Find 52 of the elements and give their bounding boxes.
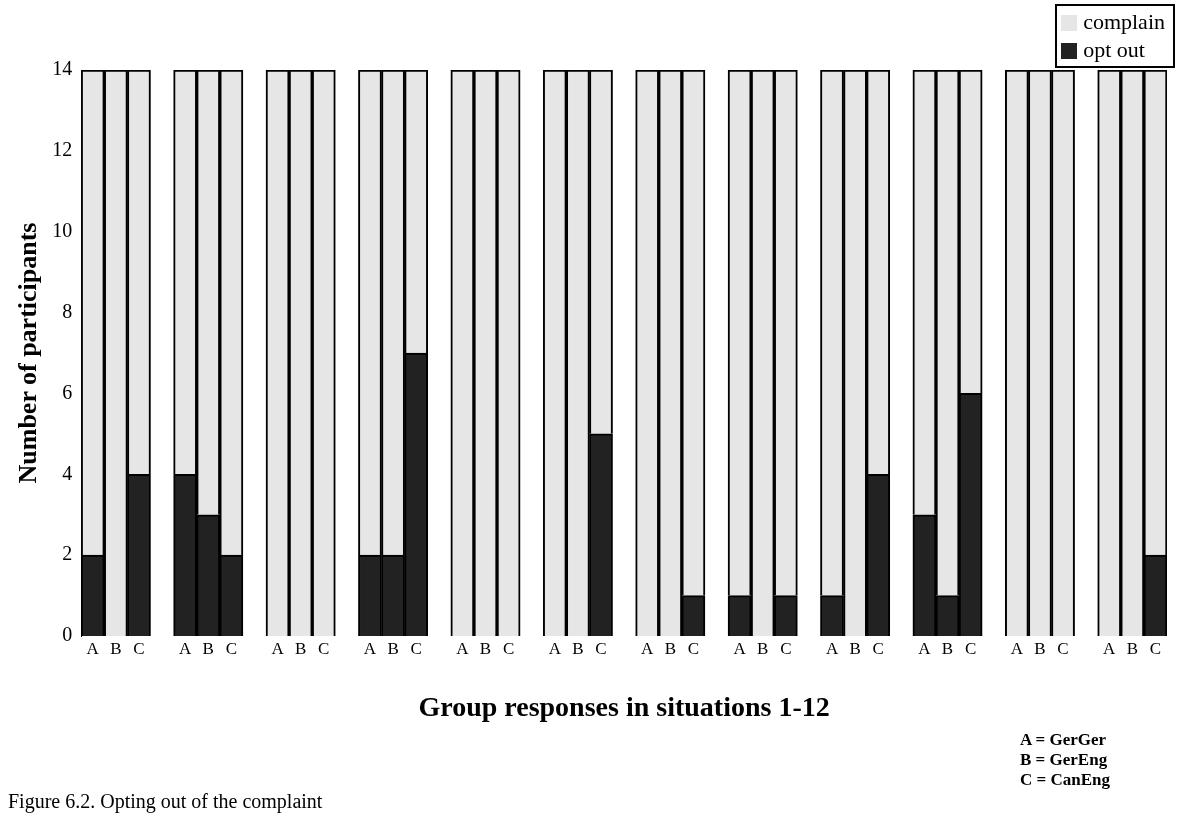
x-tick-label: B — [295, 638, 307, 658]
x-tick-label: C — [225, 638, 238, 658]
x-tick-label: C — [687, 638, 700, 658]
x-tick-label: B — [110, 638, 122, 658]
x-tick-label: A — [1103, 638, 1117, 658]
legend-label: opt out — [1083, 37, 1145, 62]
x-tick-label: C — [133, 638, 145, 658]
y-tick-label: 8 — [62, 299, 73, 322]
y-tick-label: 12 — [52, 138, 73, 161]
x-tick-label: A — [733, 638, 747, 658]
x-tick-label: B — [664, 638, 676, 658]
x-tick-label: A — [271, 638, 285, 658]
text: B = GerEng — [1020, 750, 1109, 770]
x-tick-label: A — [363, 638, 377, 658]
x-tick-label: B — [757, 638, 769, 658]
y-tick-label: 10 — [52, 218, 73, 241]
x-tick-label: B — [941, 638, 954, 658]
x-tick-label: A — [1010, 638, 1024, 658]
x-tick-label: B — [387, 638, 399, 658]
legend-label: complain — [1083, 9, 1165, 34]
y-tick-label: 2 — [62, 542, 73, 565]
x-tick-label: A — [86, 638, 100, 658]
x-tick-label: A — [179, 638, 193, 658]
x-tick-label: B — [202, 638, 214, 658]
x-tick-label: A — [918, 638, 932, 658]
y-tick-label: 4 — [62, 461, 73, 484]
text: C = CanEng — [1020, 770, 1110, 790]
y-tick-label: 14 — [52, 57, 73, 80]
y-tick-label: 0 — [62, 623, 73, 646]
x-tick-label: C — [1057, 638, 1069, 658]
x-tick-label: C — [318, 638, 330, 658]
y-axis-title: Number of participants — [13, 222, 43, 484]
x-tick-label: C — [1149, 638, 1162, 658]
x-tick-label: C — [872, 638, 884, 658]
x-tick-label: B — [849, 638, 861, 658]
x-tick-label: A — [641, 638, 655, 658]
x-tick-label: A — [825, 638, 839, 658]
y-tick-label: 6 — [62, 380, 73, 403]
x-tick-label: B — [1034, 638, 1046, 658]
x-tick-label: C — [502, 638, 515, 658]
caption: Figure 6.2. Opting out of the complaint — [8, 790, 323, 813]
x-tick-label: B — [479, 638, 492, 658]
x-tick-label: C — [780, 638, 792, 658]
x-tick-label: C — [410, 638, 422, 658]
x-tick-label: A — [548, 638, 562, 658]
x-tick-label: C — [595, 638, 607, 658]
x-axis-title: Group responses in situations 1-12 — [418, 691, 830, 723]
text: A = GerGer — [1020, 730, 1108, 750]
x-tick-label: B — [1126, 638, 1139, 658]
x-tick-label: C — [964, 638, 977, 658]
x-tick-label: B — [572, 638, 584, 658]
x-tick-label: A — [456, 638, 470, 658]
